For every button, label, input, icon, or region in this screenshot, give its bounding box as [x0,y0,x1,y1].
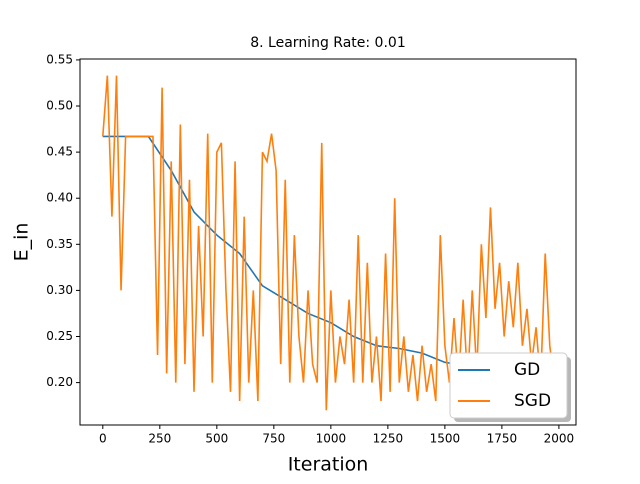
y-tick-label: 0.55 [46,52,73,66]
y-axis-label: E_in [11,223,33,262]
y-tick-label: 0.20 [46,375,73,389]
y-tick-label: 0.30 [46,283,73,297]
x-tick-label: 250 [148,432,171,446]
y-tick-label: 0.40 [46,191,73,205]
y-tick-label: 0.35 [46,237,73,251]
x-axis-label: Iteration [288,454,369,476]
x-tick-label: 2000 [544,432,575,446]
axes-frame [79,58,577,426]
y-tick-label: 0.50 [46,99,73,113]
x-tick-label: 1250 [373,432,404,446]
y-tick-label: 0.25 [46,329,73,343]
x-tick-label: 750 [262,432,285,446]
x-tick-label: 1000 [316,432,347,446]
legend-label: GD [514,360,540,380]
chart-title: 8. Learning Rate: 0.01 [250,35,405,51]
y-tick-label: 0.45 [46,145,73,159]
x-tick-label: 1750 [487,432,518,446]
x-tick-label: 0 [99,432,107,446]
series-line [102,75,556,411]
x-tick-label: 1500 [430,432,461,446]
x-tick-label: 500 [205,432,228,446]
legend-label: SGD [514,391,551,411]
